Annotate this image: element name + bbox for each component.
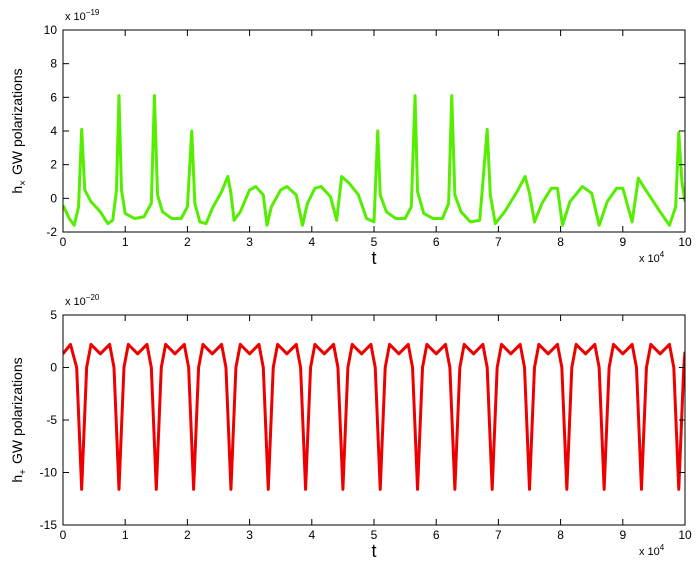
data-line (63, 342, 685, 491)
y-tick-label: 2 (50, 158, 57, 172)
x-label: t (371, 541, 376, 561)
x-tick-label: 1 (122, 528, 129, 542)
data-line (63, 94, 685, 227)
x-tick-label: 0 (60, 528, 67, 542)
x-tick-label: 0 (60, 235, 67, 249)
x-tick-label: 1 (122, 235, 129, 249)
y-label-rest: GW polarizations (9, 357, 25, 464)
y-tick-label: -10 (40, 466, 58, 480)
x-tick-label: 4 (308, 528, 315, 542)
x-tick-label: 10 (678, 528, 692, 542)
y-label-base: h (9, 475, 25, 483)
x-tick-label: 10 (678, 235, 692, 249)
multiplier-base: x 10 (65, 296, 86, 308)
y-tick-label: -5 (46, 413, 57, 427)
x-tick-label: 5 (371, 235, 378, 249)
y-label-sub: × (18, 180, 29, 186)
x-tick-label: 8 (557, 235, 564, 249)
multiplier-exp: 4 (660, 250, 665, 259)
y-tick-label: 0 (50, 361, 57, 375)
x-tick-label: 4 (308, 235, 315, 249)
x-tick-label: 6 (433, 528, 440, 542)
x-tick-label: 7 (495, 235, 502, 249)
x-tick-label: 9 (619, 235, 626, 249)
x-tick-label: 6 (433, 235, 440, 249)
x-tick-label: 9 (619, 528, 626, 542)
y-tick-label: 8 (50, 57, 57, 71)
y-label-rest: GW polarizations (9, 68, 25, 175)
multiplier-exp: −19 (86, 8, 100, 17)
multiplier-base: x 10 (65, 11, 86, 23)
x-tick-label: 3 (246, 235, 253, 249)
multiplier-exp: −20 (86, 293, 100, 302)
y-tick-label: -2 (46, 225, 57, 239)
y-tick-label: 10 (44, 23, 58, 37)
x-multiplier: x 104 (639, 250, 665, 265)
y-label-sub: + (18, 469, 29, 475)
y-tick-label: 0 (50, 191, 57, 205)
x-tick-label: 3 (246, 528, 253, 542)
y-label-base: h (9, 186, 25, 194)
x-multiplier: x 104 (639, 543, 665, 558)
y-label: h× GW polarizations (9, 68, 29, 193)
x-label: t (371, 248, 376, 268)
y-tick-label: -15 (40, 518, 58, 532)
plot-area (63, 94, 685, 227)
multiplier-base: x 10 (639, 253, 660, 265)
y-multiplier: x 10−20 (65, 293, 100, 308)
y-label: h+ GW polarizations (9, 357, 29, 482)
x-tick-label: 8 (557, 528, 564, 542)
x-tick-label: 2 (184, 235, 191, 249)
y-tick-label: 4 (50, 124, 57, 138)
multiplier-base: x 10 (639, 546, 660, 558)
y-tick-label: 6 (50, 90, 57, 104)
y-tick-label: 5 (50, 308, 57, 322)
y-multiplier: x 10−19 (65, 8, 100, 23)
x-tick-label: 5 (371, 528, 378, 542)
multiplier-exp: 4 (660, 543, 665, 552)
x-tick-label: 2 (184, 528, 191, 542)
plot-area (63, 342, 685, 491)
x-tick-label: 7 (495, 528, 502, 542)
